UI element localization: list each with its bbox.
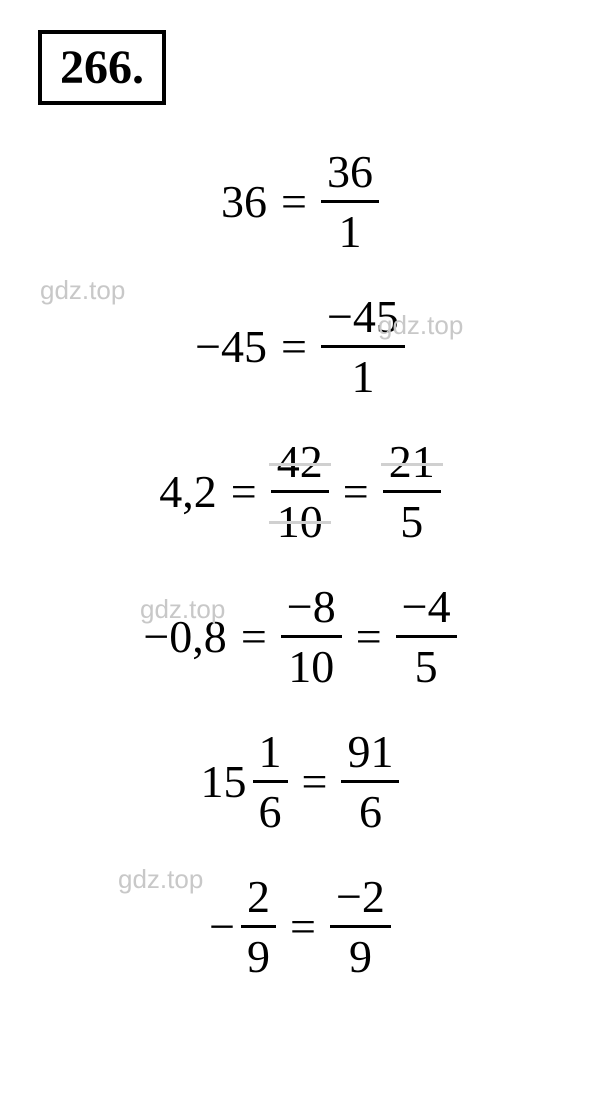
equals: = [343, 465, 369, 518]
numerator: −8 [281, 580, 342, 635]
numerator: 36 [321, 145, 379, 200]
denominator: 6 [253, 783, 288, 838]
equation-2: −45 = −45 1 [0, 290, 600, 403]
whole-part: 15 [201, 755, 247, 808]
equation-6: − 2 9 = −2 9 [0, 870, 600, 983]
eq2-frac1: −45 1 [321, 290, 405, 403]
numerator: −4 [396, 580, 457, 635]
denominator: 10 [271, 493, 329, 548]
numerator: 21 [383, 435, 441, 490]
equals: = [241, 610, 267, 663]
denominator: 10 [282, 638, 340, 693]
eq4-frac2: −4 5 [396, 580, 457, 693]
equals: = [231, 465, 257, 518]
denominator: 9 [343, 928, 378, 983]
numerator: 1 [253, 725, 288, 780]
equations-container: 36 = 36 1 −45 = −45 1 4,2 = 42 10 = 21 5 [0, 145, 600, 1015]
eq3-frac2: 21 5 [383, 435, 441, 548]
eq4-left: −0,8 [143, 610, 226, 663]
numerator: −2 [330, 870, 391, 925]
eq5-mixed: 15 1 6 [201, 725, 288, 838]
eq6-frac-left: 2 9 [241, 870, 276, 983]
eq3-left: 4,2 [159, 465, 217, 518]
equation-5: 15 1 6 = 91 6 [0, 725, 600, 838]
eq5-frac1: 91 6 [341, 725, 399, 838]
equals: = [281, 320, 307, 373]
denominator: 1 [332, 203, 367, 258]
denominator: 1 [345, 348, 380, 403]
eq4-frac1: −8 10 [281, 580, 342, 693]
numerator: 42 [271, 435, 329, 490]
denominator: 9 [241, 928, 276, 983]
denominator: 5 [409, 638, 444, 693]
numerator: 91 [341, 725, 399, 780]
equals: = [281, 175, 307, 228]
eq1-left: 36 [221, 175, 267, 228]
eq6-frac1: −2 9 [330, 870, 391, 983]
denominator: 6 [353, 783, 388, 838]
equation-4: −0,8 = −8 10 = −4 5 [0, 580, 600, 693]
eq1-frac1: 36 1 [321, 145, 379, 258]
numerator: −45 [321, 290, 405, 345]
equals: = [356, 610, 382, 663]
denominator: 5 [394, 493, 429, 548]
eq2-left: −45 [195, 320, 267, 373]
equals: = [302, 755, 328, 808]
equation-1: 36 = 36 1 [0, 145, 600, 258]
equals: = [290, 900, 316, 953]
eq3-frac1: 42 10 [271, 435, 329, 548]
numerator: 2 [241, 870, 276, 925]
equation-3: 4,2 = 42 10 = 21 5 [0, 435, 600, 548]
eq6-prefix: − [209, 900, 235, 953]
problem-number: 266. [38, 30, 166, 105]
eq5-frac-left: 1 6 [253, 725, 288, 838]
